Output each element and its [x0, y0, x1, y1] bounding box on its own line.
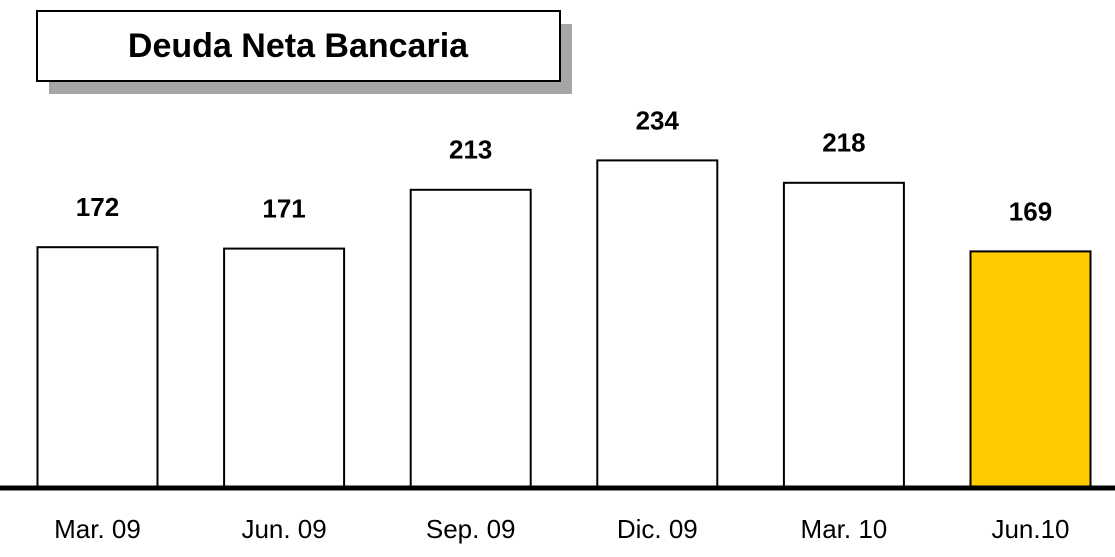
value-label: 172	[76, 192, 119, 222]
x-tick-label: Jun.10	[991, 514, 1069, 544]
chart-title: Deuda Neta Bancaria	[128, 27, 469, 65]
bar	[969, 250, 1092, 489]
value-label: 213	[449, 135, 492, 165]
bar	[36, 246, 159, 489]
value-label: 234	[636, 105, 680, 135]
title-box	[36, 10, 561, 82]
x-tick-label: Mar. 09	[54, 514, 141, 544]
value-label: 171	[262, 193, 305, 223]
x-tick-label: Mar. 10	[801, 514, 888, 544]
value-label: 169	[1009, 196, 1052, 226]
x-tick-label: Dic. 09	[617, 514, 698, 544]
bar	[782, 181, 905, 490]
x-tick-label: Sep. 09	[426, 514, 516, 544]
value-label: 218	[822, 128, 865, 158]
bar	[409, 188, 532, 490]
x-tick-label: Jun. 09	[241, 514, 326, 544]
bar	[596, 159, 719, 489]
bar	[223, 247, 346, 489]
